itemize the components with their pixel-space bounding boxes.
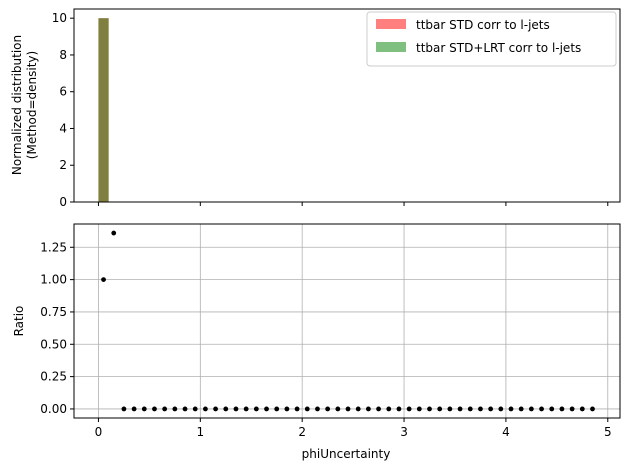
bottom-grid: [74, 224, 620, 418]
ratio-point-2: [121, 406, 127, 412]
ratio-point-27: [376, 406, 381, 412]
ratio-point-33: [437, 406, 443, 412]
ratio-point-6: [162, 406, 168, 412]
top-ytick-label: 2: [59, 158, 67, 172]
bottom-xtick-label: 1: [196, 425, 204, 439]
ratio-point-3: [131, 406, 137, 412]
ratio-point-35: [457, 406, 463, 412]
top-panel: 0 2 4 6 8 10 Normalized distribution (Method=…: [10, 8, 621, 209]
top-ticks: 0 2 4 6 8 10: [52, 11, 609, 209]
ratio-point-46: [569, 406, 575, 412]
ratio-point-20: [304, 406, 310, 412]
bottom-xtick-label: 3: [400, 425, 408, 439]
bottom-axes-frame: [73, 223, 621, 419]
ratio-point-44: [549, 406, 555, 412]
ratio-point-0: [101, 277, 106, 283]
bottom-ytick-label: 1.25: [40, 240, 67, 254]
ratio-point-29: [396, 406, 402, 412]
bottom-xtick-label: 2: [298, 425, 306, 439]
bottom-xlabel: phiUncertainty: [302, 447, 391, 461]
ratio-point-1: [111, 230, 117, 236]
bottom-ytick-label: 0.50: [40, 337, 67, 351]
legend: ttbar STD corr to l-jets ttbar STD+LRT c…: [366, 11, 617, 67]
ratio-point-16: [264, 406, 269, 412]
ratio-point-8: [182, 406, 188, 412]
ratio-point-39: [498, 406, 504, 412]
ratio-point-19: [294, 406, 300, 412]
ratio-point-15: [253, 406, 259, 412]
bottom-ytick-label: 0.25: [40, 370, 67, 384]
ratio-point-25: [355, 406, 361, 412]
legend-swatch-std: [376, 19, 406, 29]
ratio-point-34: [447, 406, 453, 412]
ratio-point-31: [416, 406, 422, 412]
ratio-point-5: [152, 406, 157, 412]
ratio-point-32: [427, 406, 432, 412]
bottom-ticks: 0.00 0.25 0.50 0.75 1.00 1.25 0 1 2 3 4 5: [40, 240, 611, 439]
ratio-point-7: [172, 406, 178, 412]
top-ytick-label: 4: [59, 121, 67, 135]
bar-series1-bin0: [98, 18, 109, 202]
top-ytick-label: 0: [59, 195, 67, 209]
legend-box: [366, 11, 617, 67]
ratio-point-45: [559, 406, 565, 412]
ratio-point-24: [345, 406, 351, 412]
top-axes-frame: [73, 8, 621, 203]
ratio-point-14: [243, 406, 249, 412]
ratio-point-48: [590, 406, 595, 412]
ratio-point-11: [213, 406, 218, 412]
top-ytick-label: 10: [52, 11, 67, 25]
ratio-point-9: [192, 406, 198, 412]
ratio-point-4: [141, 406, 147, 412]
ratio-point-38: [488, 406, 494, 412]
bottom-ytick-label: 0.75: [40, 305, 67, 319]
ratio-point-30: [406, 406, 412, 412]
bottom-xtick-label: 4: [502, 425, 510, 439]
ratio-point-41: [518, 406, 524, 412]
ratio-point-13: [233, 406, 239, 412]
bottom-ytick-label: 0.00: [40, 402, 67, 416]
ratio-point-43: [539, 406, 544, 412]
bottom-ylabel: Ratio: [12, 306, 26, 337]
bottom-xtick-label: 0: [95, 425, 103, 439]
ratio-point-17: [274, 406, 280, 412]
ratio-point-36: [467, 406, 473, 412]
bottom-points: [101, 230, 595, 412]
legend-label-lrt: ttbar STD+LRT corr to l-jets: [416, 41, 581, 55]
ratio-point-22: [325, 406, 331, 412]
top-ytick-label: 8: [59, 48, 67, 62]
ratio-point-18: [284, 406, 290, 412]
top-ylabel-line2: (Method=density): [25, 51, 39, 159]
ratio-point-23: [335, 406, 341, 412]
top-ylabel-line1: Normalized distribution: [10, 35, 24, 175]
ratio-point-42: [528, 406, 534, 412]
ratio-point-28: [386, 406, 392, 412]
ratio-point-47: [579, 406, 585, 412]
bottom-xtick-label: 5: [604, 425, 612, 439]
ratio-point-26: [365, 406, 371, 412]
ratio-point-12: [223, 406, 229, 412]
top-ytick-label: 6: [59, 85, 67, 99]
top-bars: [98, 18, 109, 202]
ratio-point-40: [508, 406, 514, 412]
ratio-point-21: [315, 406, 320, 412]
bottom-ytick-label: 1.00: [40, 273, 67, 287]
bottom-panel: 0.00 0.25 0.50 0.75 1.00 1.25 0 1 2 3 4 5 Ratio phi…: [12, 223, 621, 461]
ratio-point-37: [478, 406, 483, 412]
legend-swatch-lrt: [376, 42, 406, 52]
ratio-point-10: [203, 406, 208, 412]
legend-label-std: ttbar STD corr to l-jets: [416, 18, 550, 32]
